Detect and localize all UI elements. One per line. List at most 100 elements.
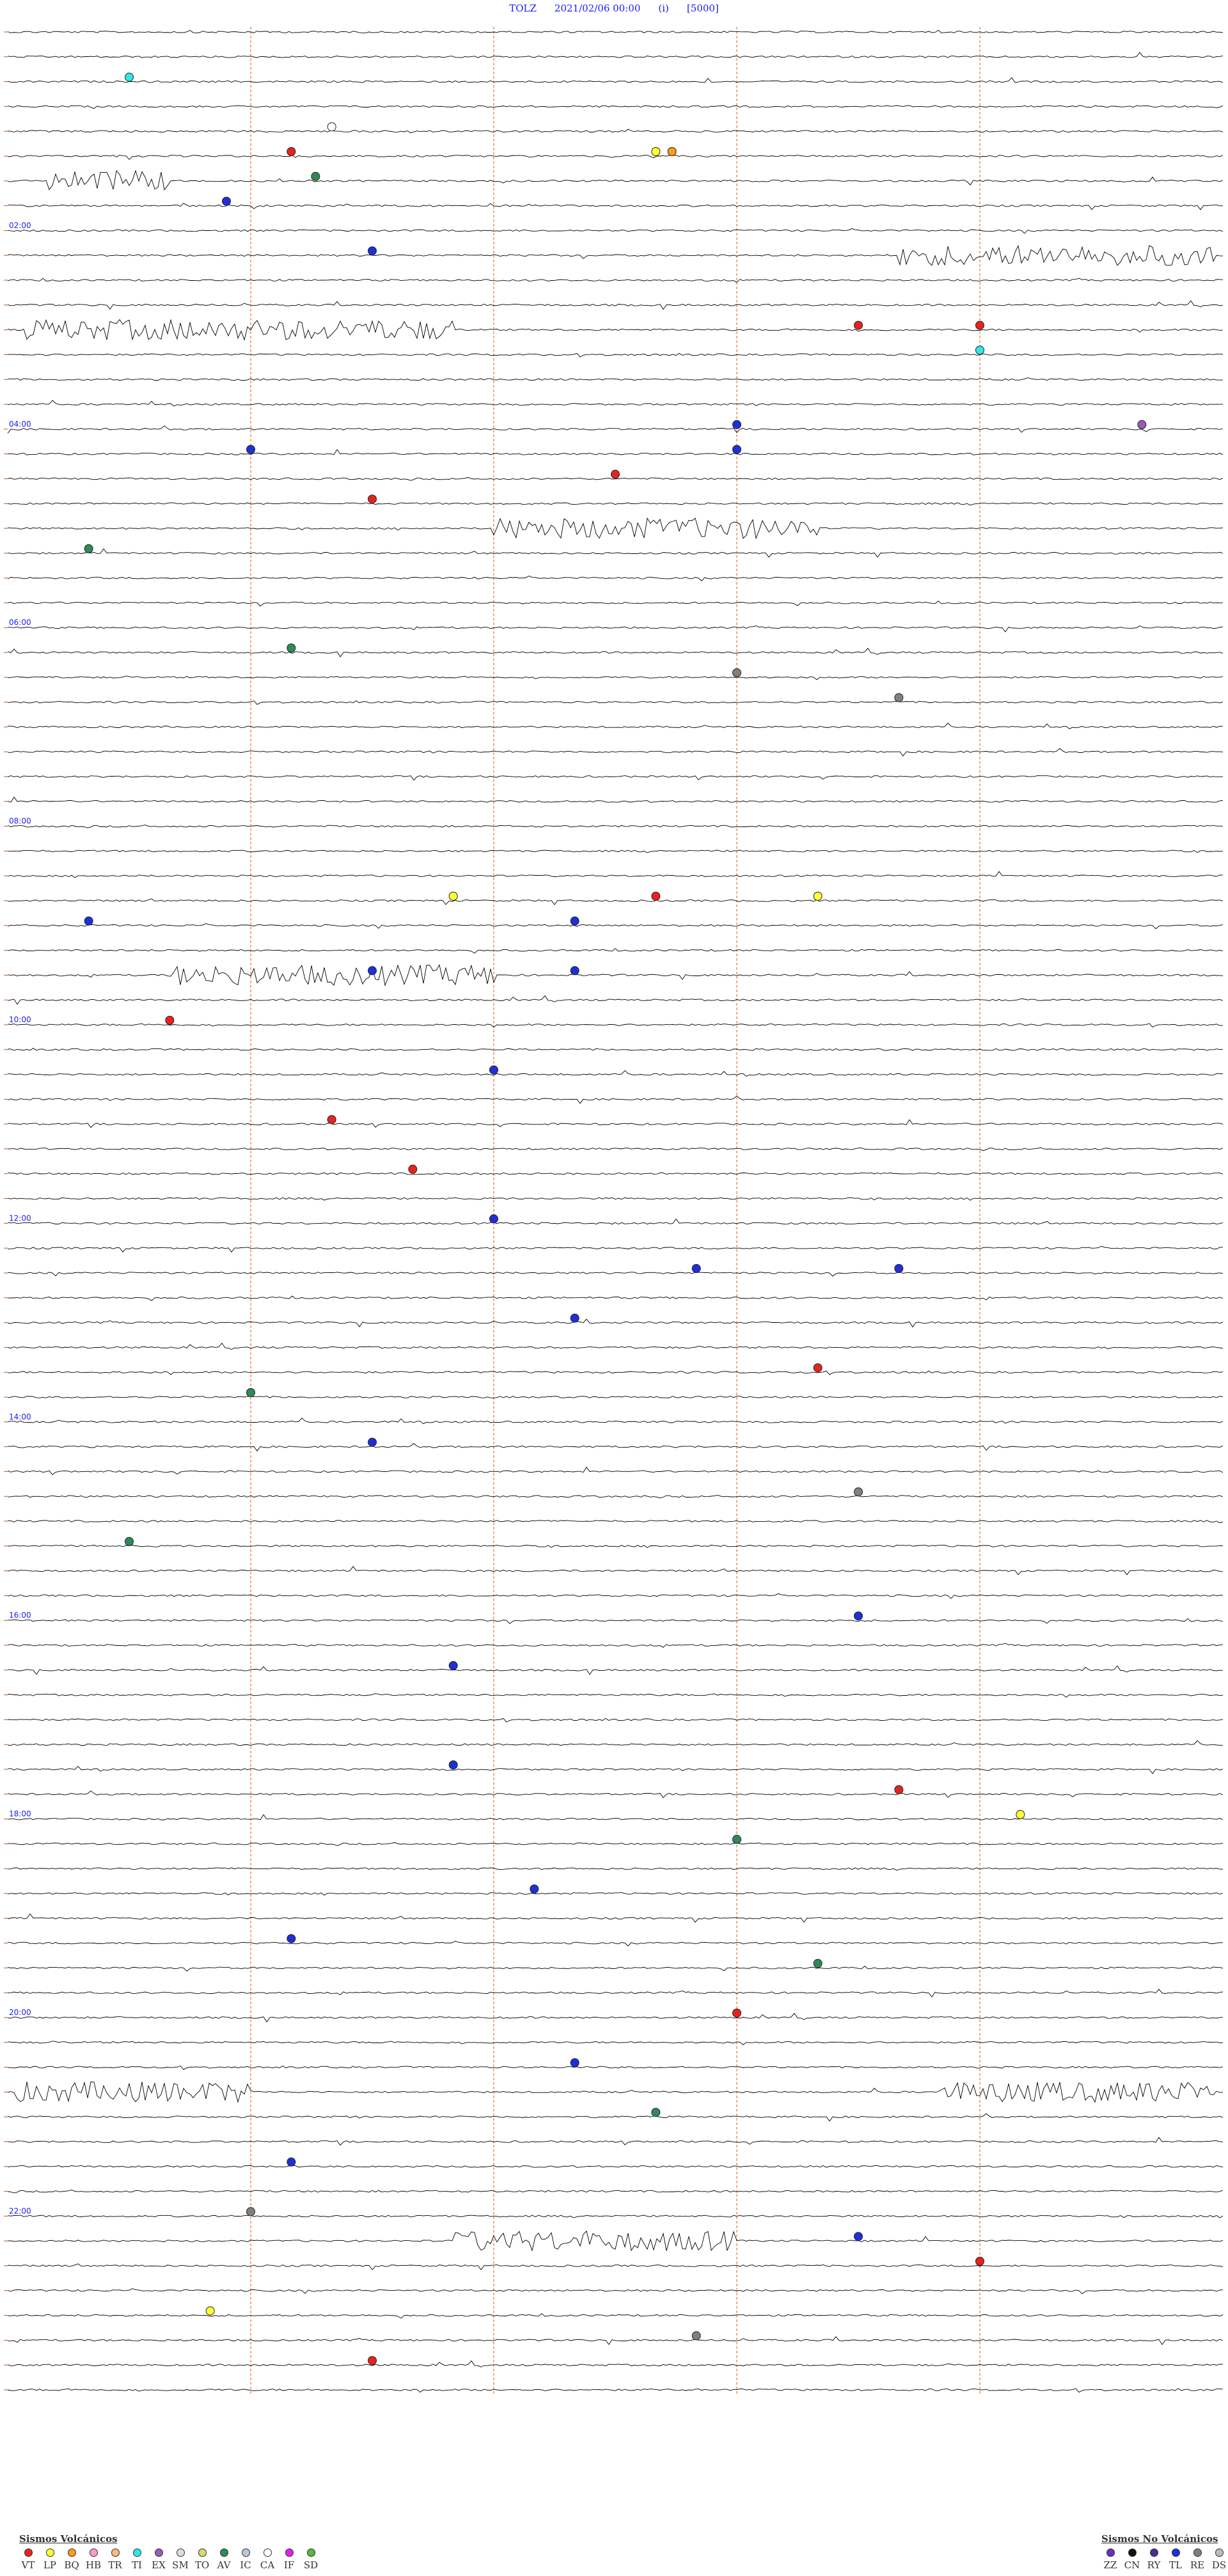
seismic-trace bbox=[7, 700, 1224, 705]
seismic-trace bbox=[7, 1665, 1224, 1675]
legend-dot bbox=[198, 2548, 207, 2557]
event-marker-re bbox=[854, 1487, 863, 1497]
seismic-trace bbox=[7, 244, 1224, 266]
seismic-trace bbox=[7, 871, 1223, 878]
legend-volcanic: Sismos Volcánicos VT LP BQ HB TR TI EX SM TO AV IC… bbox=[19, 2533, 320, 2571]
legend-item-ds: DS bbox=[1210, 2548, 1228, 2571]
seismic-trace bbox=[7, 1842, 1224, 1846]
seismic-trace bbox=[7, 722, 1223, 729]
legend-label: TR bbox=[108, 2559, 122, 2571]
legend-dot bbox=[176, 2548, 185, 2557]
legend-item-vt: VT bbox=[19, 2548, 37, 2571]
legend-label: LP bbox=[43, 2559, 57, 2571]
seismic-trace bbox=[7, 1740, 1224, 1746]
minute-gridlines bbox=[250, 27, 980, 2395]
seismic-trace bbox=[7, 1593, 1224, 1599]
hour-label: 16:00 bbox=[9, 1611, 31, 1620]
seismic-trace bbox=[7, 377, 1224, 381]
seismic-trace bbox=[7, 1544, 1224, 1549]
legend-dot bbox=[241, 2548, 250, 2557]
legend-dot bbox=[1215, 2548, 1224, 2557]
seismic-trace bbox=[7, 2263, 1224, 2270]
legend-dot bbox=[24, 2548, 33, 2557]
seismic-trace bbox=[7, 1566, 1224, 1576]
seismic-trace bbox=[7, 601, 1224, 607]
seismic-trace bbox=[7, 2336, 1224, 2346]
event-marker-vt bbox=[854, 320, 863, 330]
legend-label: EX bbox=[152, 2559, 166, 2571]
seismic-trace bbox=[7, 1867, 1224, 1871]
event-marker-tl bbox=[732, 420, 741, 429]
event-marker-tl bbox=[368, 1437, 377, 1447]
legend-nonvolcanic-items: ZZ CN RY TL RE DS bbox=[1101, 2548, 1228, 2571]
seismic-trace bbox=[7, 1070, 1224, 1077]
legend-label: TO bbox=[194, 2559, 210, 2571]
event-marker-av bbox=[125, 1537, 134, 1546]
event-marker-vt bbox=[327, 1115, 336, 1125]
hour-label: 12:00 bbox=[9, 1213, 31, 1222]
station-code: TOLZ bbox=[509, 3, 537, 14]
legend-dot bbox=[1106, 2548, 1115, 2557]
event-marker-vt bbox=[651, 892, 661, 901]
legend-label: TI bbox=[132, 2559, 142, 2571]
event-marker-vt bbox=[165, 1016, 175, 1025]
legend-dot bbox=[111, 2548, 120, 2557]
event-marker-lp bbox=[448, 892, 458, 901]
seismic-trace bbox=[7, 1318, 1224, 1328]
legend-label: SD bbox=[303, 2559, 319, 2571]
event-markers bbox=[84, 72, 1147, 2366]
event-marker-av bbox=[311, 171, 320, 181]
legend-dot bbox=[1128, 2548, 1137, 2557]
seismic-trace bbox=[7, 1418, 1224, 1425]
event-marker-tl bbox=[246, 445, 255, 454]
seismic-trace bbox=[7, 2065, 1224, 2070]
hour-label: 10:00 bbox=[9, 1015, 31, 1024]
legend-label: IF bbox=[283, 2559, 295, 2571]
seismic-trace bbox=[7, 1618, 1224, 1624]
event-marker-vt bbox=[368, 2356, 377, 2366]
seismic-trace bbox=[7, 1520, 1224, 1524]
event-marker-vt bbox=[975, 320, 984, 330]
legend-dot bbox=[154, 2548, 163, 2557]
seismic-trace bbox=[7, 1643, 1224, 1648]
seismic-trace bbox=[7, 449, 1224, 455]
seismic-trace bbox=[7, 1197, 1224, 1201]
legend-item-ca: CA bbox=[258, 2548, 276, 2571]
legend-dot bbox=[219, 2548, 228, 2557]
event-marker-lp bbox=[205, 2306, 215, 2316]
seismic-traces bbox=[7, 29, 1224, 2393]
event-marker-tl bbox=[489, 1214, 498, 1224]
seismic-trace bbox=[7, 77, 1224, 83]
seismic-trace bbox=[7, 2230, 1224, 2252]
event-marker-tl bbox=[894, 1264, 904, 1273]
seismic-trace bbox=[7, 228, 1224, 234]
legend-item-zz: ZZ bbox=[1101, 2548, 1119, 2571]
seismic-trace bbox=[7, 105, 1224, 109]
legend-item-sd: SD bbox=[302, 2548, 320, 2571]
legend-item-ry: RY bbox=[1145, 2548, 1163, 2571]
event-marker-re bbox=[246, 2207, 255, 2216]
event-marker-vt bbox=[287, 147, 296, 156]
seismic-trace bbox=[7, 849, 1224, 853]
seismic-trace bbox=[8, 1370, 1224, 1375]
legend-item-av: AV bbox=[215, 2548, 233, 2571]
seismic-trace bbox=[7, 1295, 1224, 1301]
seismic-trace bbox=[7, 796, 1224, 803]
seismic-trace bbox=[7, 1095, 1224, 1104]
seismic-trace bbox=[7, 775, 1224, 781]
event-marker-re bbox=[691, 2331, 701, 2341]
event-marker-tl bbox=[368, 246, 377, 256]
seismic-trace bbox=[7, 748, 1224, 757]
legend-dot bbox=[285, 2548, 294, 2557]
seismic-trace bbox=[7, 1172, 1224, 1175]
seismic-trace bbox=[7, 1218, 1224, 1225]
event-marker-ti bbox=[975, 345, 984, 355]
legend-label: RE bbox=[1190, 2559, 1205, 2571]
event-marker-tl bbox=[448, 1760, 458, 1769]
event-marker-tl bbox=[368, 966, 377, 976]
event-marker-tl bbox=[448, 1661, 458, 1670]
legend-label: TL bbox=[1169, 2559, 1182, 2571]
seismic-trace bbox=[7, 1892, 1224, 1896]
event-marker-tl bbox=[854, 1611, 863, 1621]
event-marker-re bbox=[732, 668, 741, 677]
